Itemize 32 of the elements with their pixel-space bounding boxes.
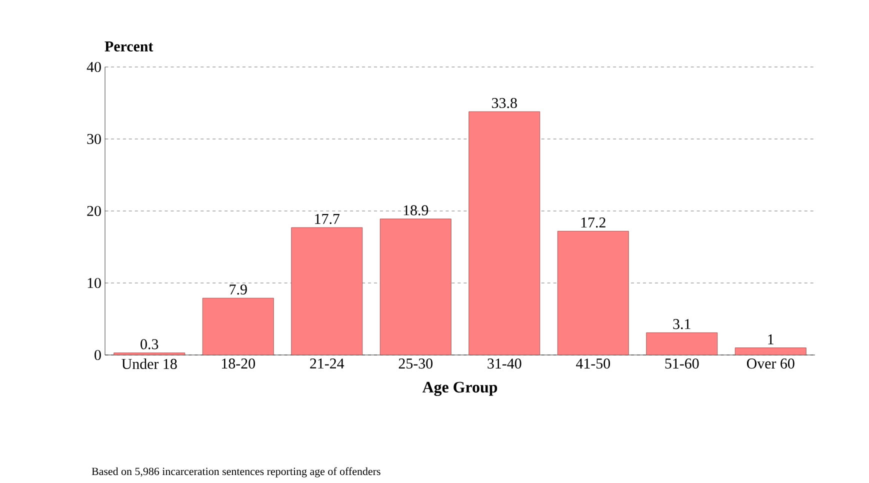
y-tick-label: 20 xyxy=(87,206,101,216)
y-axis-title: Percent xyxy=(104,42,154,52)
text: Based on 5,986 incarceration sentences reporting age of offenders xyxy=(92,467,380,478)
bar xyxy=(291,227,363,356)
x-tick-label: 25-30 xyxy=(398,358,432,369)
x-tick-label: 41-50 xyxy=(576,358,610,369)
bar xyxy=(557,230,629,356)
data-label: 1 xyxy=(768,334,774,344)
bar xyxy=(468,111,540,356)
data-label: 7.9 xyxy=(230,284,247,295)
bar xyxy=(646,332,718,356)
x-tick-label: 51-60 xyxy=(665,358,699,369)
data-label: 33.8 xyxy=(492,98,517,108)
y-tick-label: 10 xyxy=(88,278,101,288)
x-tick-label: 21-24 xyxy=(310,358,344,368)
bar xyxy=(734,348,806,356)
y-tick-label: 0 xyxy=(94,350,101,360)
data-label: 17.2 xyxy=(581,218,606,228)
data-label: 3.1 xyxy=(673,319,690,330)
x-axis-title: Age Group xyxy=(422,382,498,396)
x-tick-label: 18-20 xyxy=(222,358,255,369)
bar xyxy=(114,352,186,356)
bar xyxy=(202,298,274,356)
x-tick-label: Over 60 xyxy=(746,358,794,369)
data-label: 17.7 xyxy=(315,214,340,224)
y-tick-label: 30 xyxy=(87,134,101,144)
x-tick-label: Under 18 xyxy=(122,358,177,370)
data-label: 0.3 xyxy=(140,339,158,350)
y-tick-label: 40 xyxy=(86,62,101,72)
data-label: 18.9 xyxy=(404,205,428,216)
bar xyxy=(380,218,452,356)
x-tick-label: 31-40 xyxy=(488,358,522,369)
